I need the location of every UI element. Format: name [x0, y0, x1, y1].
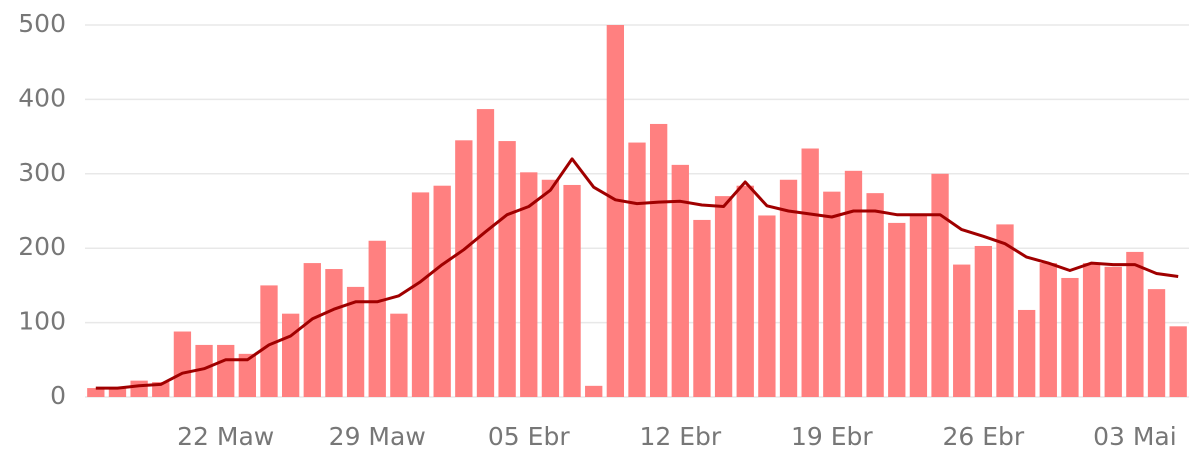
bar — [541, 179, 560, 397]
bar — [909, 214, 928, 397]
bar — [953, 264, 971, 397]
bar — [87, 388, 105, 397]
bar — [1169, 326, 1187, 397]
bar — [758, 215, 776, 397]
bar — [736, 185, 754, 397]
bar — [303, 263, 321, 397]
bar — [368, 240, 386, 397]
y-tick-label: 300 — [18, 158, 66, 187]
bar — [455, 140, 473, 397]
bar — [996, 224, 1014, 397]
bar — [260, 285, 278, 397]
x-tick-label: 26 Ebr — [943, 422, 1025, 451]
bar — [346, 286, 365, 397]
bar — [714, 196, 733, 397]
bar — [823, 191, 841, 397]
bar — [390, 313, 408, 397]
bar — [563, 184, 581, 397]
bar — [585, 385, 603, 397]
bar — [888, 222, 906, 397]
bar — [217, 344, 235, 397]
bar — [325, 269, 343, 397]
x-tick-label: 22 Maw — [177, 422, 274, 451]
y-tick-label: 100 — [18, 307, 66, 336]
bar — [844, 170, 863, 397]
y-tick-label: 0 — [50, 381, 66, 410]
y-tick-label: 500 — [18, 9, 66, 38]
bar — [1147, 289, 1166, 397]
y-tick-label: 200 — [18, 232, 66, 261]
bar — [1061, 277, 1079, 397]
bar — [606, 25, 625, 397]
bar — [520, 172, 538, 397]
bar — [173, 331, 192, 397]
bar — [195, 344, 213, 397]
bar — [931, 173, 949, 397]
bar — [281, 313, 300, 397]
bar — [1017, 309, 1036, 397]
bar — [628, 142, 646, 397]
bar — [693, 219, 711, 397]
bar — [1082, 263, 1101, 397]
x-tick-label: 12 Ebr — [639, 422, 721, 451]
bar — [433, 185, 451, 397]
bar — [779, 179, 798, 397]
line — [95, 157, 1179, 390]
bar — [974, 245, 993, 397]
y-tick-label: 400 — [18, 83, 66, 112]
x-tick-label: 19 Ebr — [791, 422, 873, 451]
bar — [866, 193, 884, 397]
bar — [498, 141, 516, 397]
bar — [649, 123, 668, 398]
x-tick-label: 29 Maw — [329, 422, 426, 451]
bar — [476, 109, 495, 398]
bar — [411, 192, 430, 397]
bar — [1104, 266, 1122, 397]
x-tick-label: 05 Ebr — [488, 422, 570, 451]
bar — [801, 148, 819, 397]
bar — [671, 164, 689, 397]
x-tick-label: 03 Mai — [1093, 422, 1177, 451]
bar — [130, 380, 148, 397]
bar — [1039, 263, 1057, 397]
bar — [238, 353, 257, 397]
bar — [108, 388, 127, 397]
bar — [1126, 251, 1144, 397]
